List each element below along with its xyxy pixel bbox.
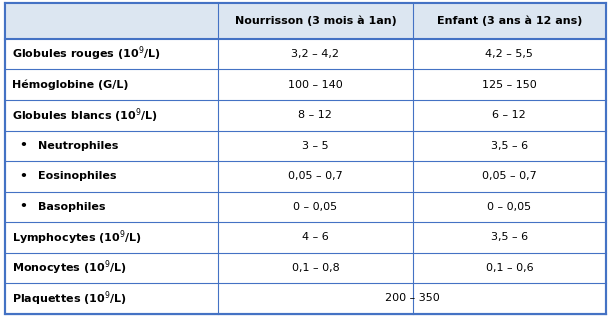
Text: 0,1 – 0,6: 0,1 – 0,6 <box>486 263 533 273</box>
Text: Neutrophiles: Neutrophiles <box>38 141 119 151</box>
Text: 8 – 12: 8 – 12 <box>299 110 332 120</box>
Text: Monocytes (10$^9$/L): Monocytes (10$^9$/L) <box>12 259 127 277</box>
Text: Plaquettes (10$^9$/L): Plaquettes (10$^9$/L) <box>12 289 127 308</box>
Text: 4,2 – 5,5: 4,2 – 5,5 <box>485 49 533 59</box>
Text: 6 – 12: 6 – 12 <box>492 110 526 120</box>
Text: 100 – 140: 100 – 140 <box>288 80 343 90</box>
Text: 125 – 150: 125 – 150 <box>482 80 536 90</box>
Text: 0,05 – 0,7: 0,05 – 0,7 <box>482 171 536 181</box>
Text: 3,2 – 4,2: 3,2 – 4,2 <box>291 49 340 59</box>
Text: 0,05 – 0,7: 0,05 – 0,7 <box>288 171 343 181</box>
Text: Eosinophiles: Eosinophiles <box>38 171 117 181</box>
Text: 3 – 5: 3 – 5 <box>302 141 329 151</box>
Text: Nourrisson (3 mois à 1an): Nourrisson (3 mois à 1an) <box>235 16 397 26</box>
Text: 0,1 – 0,8: 0,1 – 0,8 <box>291 263 339 273</box>
Text: •: • <box>20 170 27 183</box>
Text: 4 – 6: 4 – 6 <box>302 232 329 243</box>
Text: 3,5 – 6: 3,5 – 6 <box>491 232 528 243</box>
Text: Globules rouges (10$^9$/L): Globules rouges (10$^9$/L) <box>12 45 161 63</box>
Text: 0 – 0,05: 0 – 0,05 <box>487 202 532 212</box>
Bar <box>5 3 606 39</box>
Text: Enfant (3 ans à 12 ans): Enfant (3 ans à 12 ans) <box>437 16 582 26</box>
Text: •: • <box>20 200 27 213</box>
Text: 0 – 0,05: 0 – 0,05 <box>293 202 337 212</box>
Text: Basophiles: Basophiles <box>38 202 106 212</box>
Text: Hémoglobine (G/L): Hémoglobine (G/L) <box>12 80 129 90</box>
Text: Globules blancs (10$^9$/L): Globules blancs (10$^9$/L) <box>12 106 158 125</box>
Text: •: • <box>20 139 27 152</box>
Text: Lymphocytes (10$^9$/L): Lymphocytes (10$^9$/L) <box>12 228 142 247</box>
Text: 3,5 – 6: 3,5 – 6 <box>491 141 528 151</box>
Text: 200 – 350: 200 – 350 <box>385 294 439 303</box>
